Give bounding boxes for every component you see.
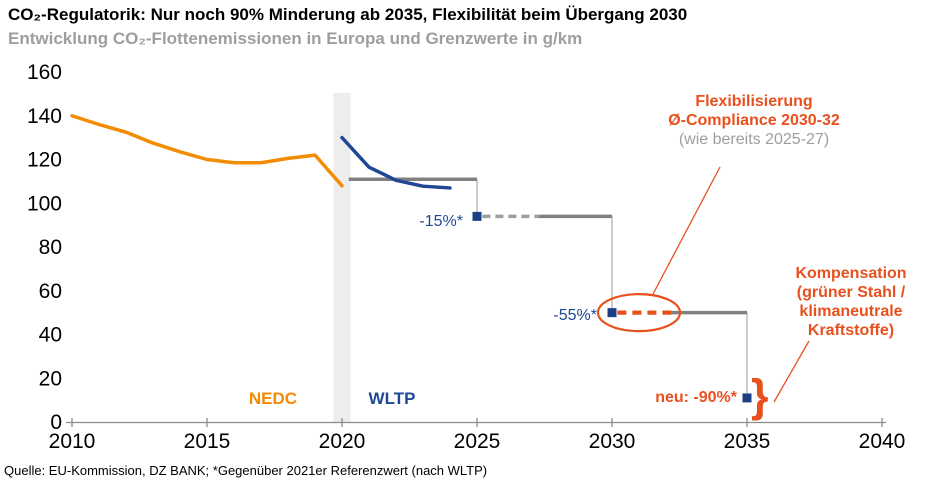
callout-flex-line3: (wie bereits 2025-27)	[678, 131, 830, 148]
callout-komp-line4: Kraftstoffe)	[807, 322, 895, 339]
wltp-transition-band	[333, 93, 351, 422]
callout-flex-line1: Flexibilisierung	[695, 93, 813, 110]
series-label-wltp: WLTP	[368, 389, 416, 408]
limit-label-2030: -55%*	[553, 307, 597, 324]
source-note: Quelle: EU-Kommission, DZ BANK; *Gegenüb…	[4, 463, 488, 478]
y-tick-label: 100	[27, 192, 62, 215]
x-tick-label: 2030	[589, 430, 636, 453]
page-title: CO₂-Regulatorik: Nur noch 90% Minderung …	[8, 5, 688, 24]
page-subtitle: Entwicklung CO₂-Flottenemissionen in Eur…	[8, 29, 583, 48]
y-tick-label: 20	[39, 367, 62, 390]
y-tick-label: 0	[50, 411, 62, 434]
callout-kompensation: Kompensation (grüner Stahl / klimaneutra…	[769, 264, 933, 340]
y-tick-label: 160	[27, 61, 62, 84]
x-tick-label: 2015	[184, 430, 231, 453]
limit-label-2035: neu: -90%*	[655, 389, 737, 406]
y-tick-label: 60	[39, 280, 62, 303]
limit-marker-2035	[742, 393, 752, 403]
y-tick-label: 80	[39, 236, 62, 259]
y-tick-label: 40	[39, 324, 62, 347]
x-tick-label: 2025	[454, 430, 501, 453]
limit-marker-2030	[607, 308, 617, 318]
x-tick-label: 2010	[49, 430, 96, 453]
x-tick-label: 2035	[724, 430, 771, 453]
flexibilisierung-leader-line	[651, 166, 721, 297]
y-tick-label: 120	[27, 149, 62, 172]
callout-flexibilisierung: Flexibilisierung Ø-Compliance 2030-32 (w…	[624, 92, 884, 149]
kompensation-leader-line	[773, 340, 810, 403]
compensation-brace: }	[751, 370, 769, 421]
callout-flex-line2: Ø-Compliance 2030-32	[668, 112, 840, 129]
series-label-nedc: NEDC	[248, 389, 298, 408]
flexibility-highlight-ellipse	[596, 293, 682, 333]
callout-komp-line1: Kompensation	[795, 265, 907, 282]
x-tick-label: 2040	[859, 430, 906, 453]
x-tick-label: 2020	[319, 430, 366, 453]
limit-label-2025: -15%*	[419, 213, 463, 230]
series-line-nedc	[70, 114, 344, 188]
y-tick-label: 140	[27, 105, 62, 128]
series-line-wltp	[340, 135, 452, 190]
callout-komp-line3: klimaneutrale	[799, 303, 903, 320]
callout-komp-line2: (grüner Stahl /	[796, 284, 906, 301]
limit-marker-2025	[472, 211, 482, 221]
